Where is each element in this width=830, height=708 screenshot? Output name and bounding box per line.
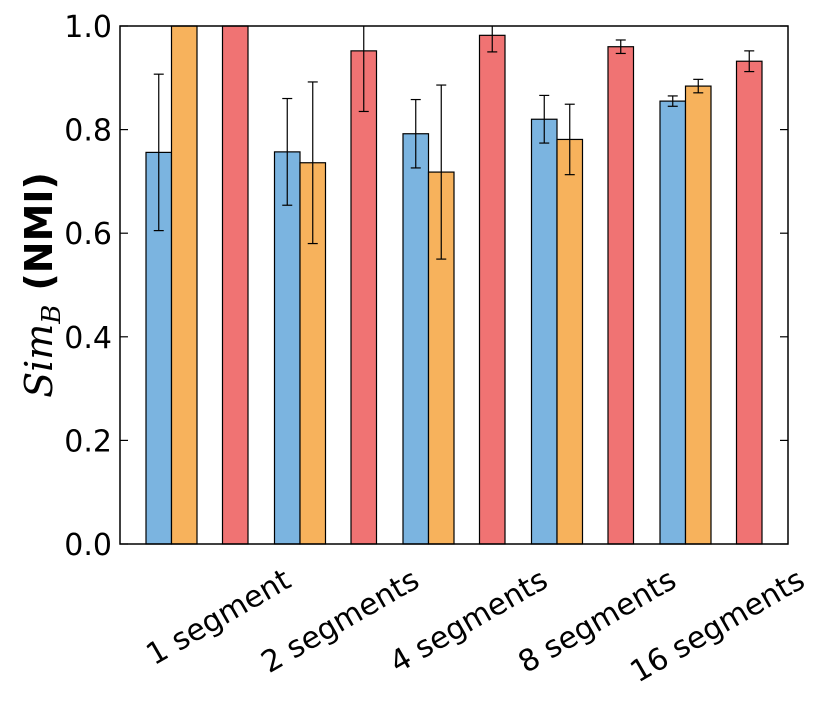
y-axis-label-symbol: Sim: [17, 324, 61, 398]
y-tick-label: 0.8: [64, 114, 112, 149]
y-tick-label: 0.0: [64, 528, 112, 563]
bar-series-3-4: [735, 60, 763, 545]
bar-series-3-1: [350, 50, 378, 545]
bar-series-3-0: [221, 25, 249, 545]
y-tick-label: 0.4: [64, 321, 112, 356]
y-axis-label-subscript: B: [37, 305, 67, 325]
bar-series-1-4: [659, 100, 687, 545]
y-tick-label: 0.2: [64, 424, 112, 459]
y-axis-label: SimB (NMI): [17, 172, 67, 398]
y-tick-label: 0.6: [64, 217, 112, 252]
bar-series-2-3: [556, 138, 584, 545]
bar-series-3-3: [607, 46, 635, 545]
bar-series-1-1: [273, 151, 301, 545]
bar-series-1-2: [402, 133, 430, 545]
y-axis-label-suffix: (NMI): [17, 172, 61, 291]
y-axis: 0.0 0.2 0.4 0.6 0.8 1.0: [64, 10, 788, 563]
bar-series-1-3: [530, 118, 558, 545]
bar-series-3-2: [478, 34, 506, 545]
bars-layer: [145, 25, 763, 545]
errorbars-layer: [153, 26, 755, 260]
y-tick-label: 1.0: [64, 10, 112, 45]
plot-frame: [119, 25, 789, 545]
bar-series-2-0: [170, 25, 198, 545]
bar-series-2-4: [684, 85, 712, 545]
